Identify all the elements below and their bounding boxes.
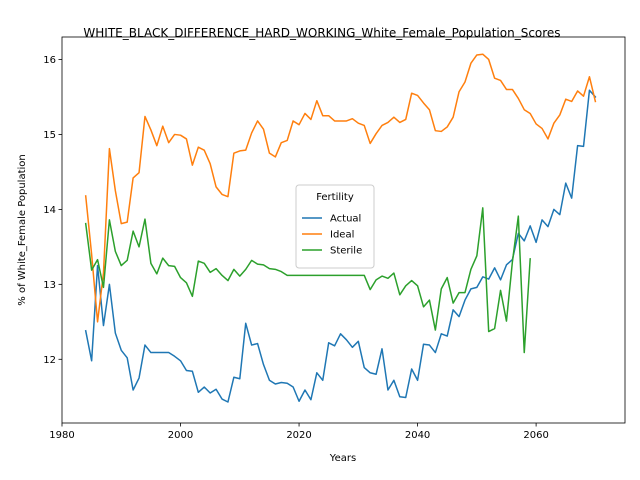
y-axis: 12 13 14 15 16 (43, 55, 62, 366)
x-tick-label: 2020 (286, 430, 311, 441)
legend-entries: Actual Ideal Sterile (302, 214, 362, 257)
x-tick-label: 2060 (523, 430, 548, 441)
legend-title: Fertility (316, 192, 354, 203)
legend-label-sterile: Sterile (330, 246, 362, 257)
y-axis-label: % of White_Female Population (17, 154, 28, 305)
series-line-ideal (84, 53, 597, 323)
chart-title: WHITE_BLACK_DIFFERENCE_HARD_WORKING_Whit… (83, 26, 560, 40)
series-line-actual (84, 89, 597, 403)
x-axis: 1980 2000 2020 2040 2060 (49, 423, 549, 441)
plot-frame (61, 36, 626, 424)
legend-box (295, 184, 375, 269)
legend: Fertility Actual Ideal Sterile (295, 184, 375, 269)
series-line-sterile (84, 207, 531, 354)
legend-label-actual: Actual (330, 214, 361, 225)
y-tick-label: 16 (43, 55, 56, 66)
x-tick-label: 2040 (405, 430, 430, 441)
y-tick-label: 12 (43, 355, 56, 366)
x-tick-label: 2000 (168, 430, 193, 441)
x-axis-label: Years (329, 453, 356, 464)
y-tick-label: 15 (43, 130, 56, 141)
legend-label-ideal: Ideal (330, 230, 354, 241)
y-tick-label: 14 (43, 205, 56, 216)
x-tick-label: 1980 (49, 430, 74, 441)
y-tick-label: 13 (43, 280, 56, 291)
plot-series (84, 53, 597, 403)
